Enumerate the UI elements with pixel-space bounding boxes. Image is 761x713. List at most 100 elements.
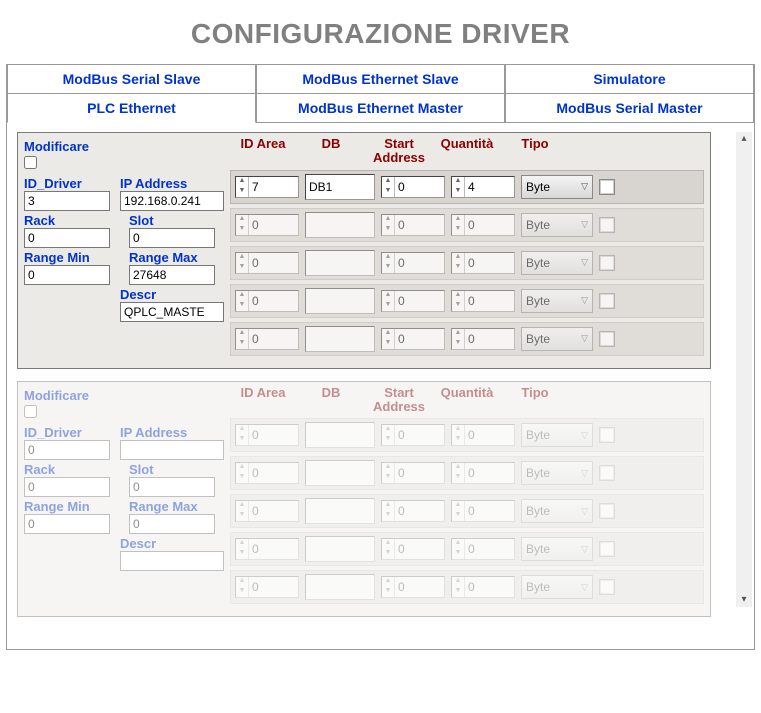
start-stepper[interactable]: ▲▼ [381, 538, 445, 560]
spinner-up-icon[interactable]: ▲ [236, 291, 248, 301]
id-area-value[interactable] [249, 253, 298, 273]
start-value[interactable] [395, 177, 444, 197]
row-checkbox[interactable] [599, 293, 615, 309]
id-area-value[interactable] [249, 291, 298, 311]
id-area-value[interactable] [249, 177, 298, 197]
tipo-dropdown[interactable]: Byte▽ [521, 175, 593, 199]
spinner-down-icon[interactable]: ▼ [382, 263, 394, 273]
id-area-stepper[interactable]: ▲▼ [235, 500, 299, 522]
id-area-value[interactable] [249, 577, 298, 597]
tipo-dropdown[interactable]: Byte▽ [521, 327, 593, 351]
spinner-up-icon[interactable]: ▲ [382, 215, 394, 225]
spinner-up-icon[interactable]: ▲ [236, 463, 248, 473]
range-min-input[interactable] [24, 265, 110, 285]
qty-stepper[interactable]: ▲▼ [451, 500, 515, 522]
ip-address-input[interactable] [120, 191, 224, 211]
db-input[interactable] [305, 288, 375, 314]
qty-value[interactable] [465, 177, 514, 197]
id-area-stepper[interactable]: ▲▼ [235, 176, 299, 198]
spinner-down-icon[interactable]: ▼ [382, 339, 394, 349]
tipo-dropdown[interactable]: Byte▽ [521, 499, 593, 523]
spinner-up-icon[interactable]: ▲ [452, 501, 464, 511]
id-area-stepper[interactable]: ▲▼ [235, 328, 299, 350]
spinner-down-icon[interactable]: ▼ [382, 187, 394, 197]
start-value[interactable] [395, 539, 444, 559]
id-area-value[interactable] [249, 501, 298, 521]
row-checkbox[interactable] [599, 465, 615, 481]
spinner-down-icon[interactable]: ▼ [382, 225, 394, 235]
slot-input[interactable] [129, 477, 215, 497]
qty-stepper[interactable]: ▲▼ [451, 424, 515, 446]
start-value[interactable] [395, 463, 444, 483]
spinner-up-icon[interactable]: ▲ [236, 501, 248, 511]
spinner-up-icon[interactable]: ▲ [236, 329, 248, 339]
start-stepper[interactable]: ▲▼ [381, 290, 445, 312]
id-area-stepper[interactable]: ▲▼ [235, 538, 299, 560]
db-input[interactable] [305, 422, 375, 448]
id-area-stepper[interactable]: ▲▼ [235, 252, 299, 274]
modificare-checkbox[interactable] [24, 156, 37, 169]
row-checkbox[interactable] [599, 331, 615, 347]
spinner-down-icon[interactable]: ▼ [236, 301, 248, 311]
spinner-up-icon[interactable]: ▲ [382, 501, 394, 511]
start-stepper[interactable]: ▲▼ [381, 576, 445, 598]
slot-input[interactable] [129, 228, 215, 248]
spinner-up-icon[interactable]: ▲ [382, 463, 394, 473]
db-input[interactable] [305, 536, 375, 562]
spinner-down-icon[interactable]: ▼ [452, 587, 464, 597]
qty-stepper[interactable]: ▲▼ [451, 290, 515, 312]
db-input[interactable] [305, 326, 375, 352]
spinner-up-icon[interactable]: ▲ [382, 577, 394, 587]
tab-modbus-ethernet-master[interactable]: ModBus Ethernet Master [256, 94, 505, 123]
spinner-up-icon[interactable]: ▲ [236, 177, 248, 187]
spinner-up-icon[interactable]: ▲ [382, 291, 394, 301]
tipo-dropdown[interactable]: Byte▽ [521, 575, 593, 599]
qty-value[interactable] [465, 463, 514, 483]
descr-input[interactable] [120, 551, 224, 571]
spinner-up-icon[interactable]: ▲ [236, 539, 248, 549]
qty-stepper[interactable]: ▲▼ [451, 214, 515, 236]
spinner-down-icon[interactable]: ▼ [382, 511, 394, 521]
spinner-up-icon[interactable]: ▲ [382, 253, 394, 263]
tipo-dropdown[interactable]: Byte▽ [521, 251, 593, 275]
start-value[interactable] [395, 253, 444, 273]
row-checkbox[interactable] [599, 503, 615, 519]
qty-stepper[interactable]: ▲▼ [451, 176, 515, 198]
spinner-down-icon[interactable]: ▼ [382, 473, 394, 483]
qty-stepper[interactable]: ▲▼ [451, 462, 515, 484]
spinner-down-icon[interactable]: ▼ [452, 263, 464, 273]
spinner-up-icon[interactable]: ▲ [452, 291, 464, 301]
row-checkbox[interactable] [599, 541, 615, 557]
spinner-down-icon[interactable]: ▼ [452, 511, 464, 521]
db-input[interactable] [305, 212, 375, 238]
spinner-down-icon[interactable]: ▼ [382, 301, 394, 311]
spinner-down-icon[interactable]: ▼ [452, 339, 464, 349]
spinner-up-icon[interactable]: ▲ [452, 253, 464, 263]
modificare-checkbox[interactable] [24, 405, 37, 418]
db-input[interactable] [305, 460, 375, 486]
start-stepper[interactable]: ▲▼ [381, 176, 445, 198]
qty-stepper[interactable]: ▲▼ [451, 538, 515, 560]
row-checkbox[interactable] [599, 579, 615, 595]
qty-value[interactable] [465, 253, 514, 273]
tipo-dropdown[interactable]: Byte▽ [521, 423, 593, 447]
spinner-up-icon[interactable]: ▲ [236, 425, 248, 435]
qty-stepper[interactable]: ▲▼ [451, 576, 515, 598]
row-checkbox[interactable] [599, 427, 615, 443]
spinner-down-icon[interactable]: ▼ [452, 225, 464, 235]
tipo-dropdown[interactable]: Byte▽ [521, 289, 593, 313]
start-value[interactable] [395, 577, 444, 597]
spinner-down-icon[interactable]: ▼ [236, 435, 248, 445]
start-stepper[interactable]: ▲▼ [381, 214, 445, 236]
row-checkbox[interactable] [599, 179, 615, 195]
spinner-down-icon[interactable]: ▼ [452, 473, 464, 483]
start-stepper[interactable]: ▲▼ [381, 252, 445, 274]
spinner-down-icon[interactable]: ▼ [236, 587, 248, 597]
spinner-up-icon[interactable]: ▲ [452, 177, 464, 187]
tab-simulatore[interactable]: Simulatore [505, 64, 754, 94]
descr-input[interactable] [120, 302, 224, 322]
db-input[interactable] [305, 174, 375, 200]
row-checkbox[interactable] [599, 217, 615, 233]
spinner-down-icon[interactable]: ▼ [452, 301, 464, 311]
qty-value[interactable] [465, 425, 514, 445]
